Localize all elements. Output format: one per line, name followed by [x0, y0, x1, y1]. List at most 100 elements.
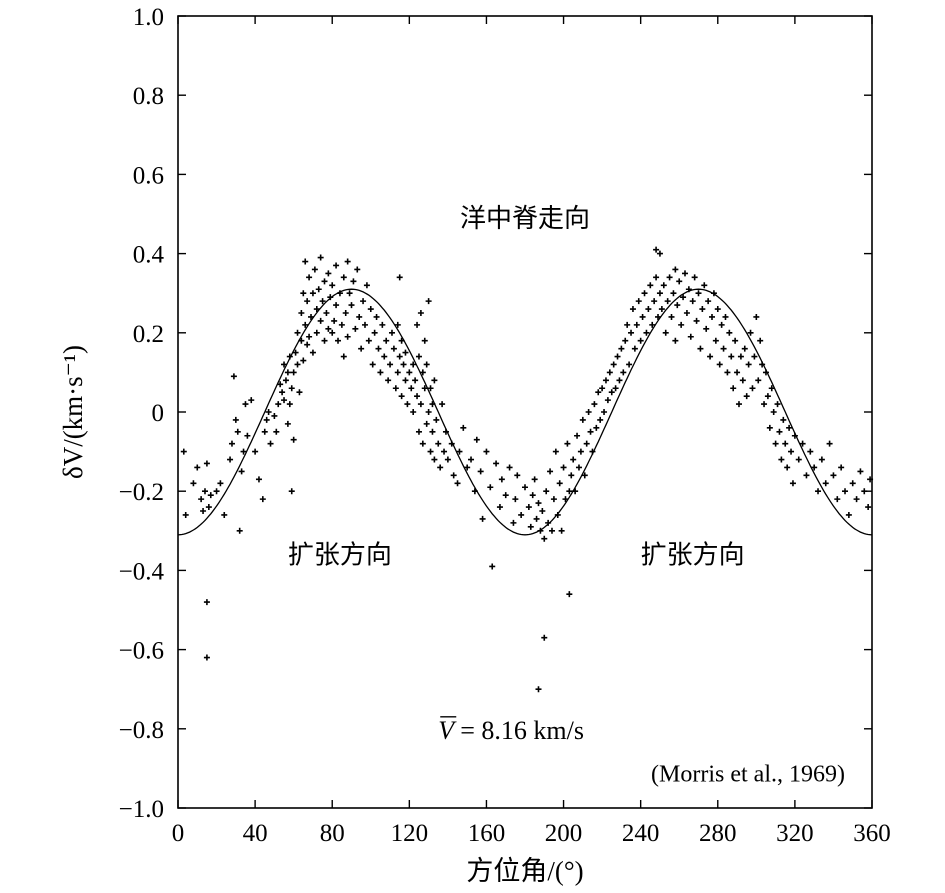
data-point [766, 424, 773, 431]
data-point [558, 527, 565, 534]
data-point [849, 480, 856, 487]
data-point [273, 428, 280, 435]
data-point [670, 290, 677, 297]
data-point [439, 401, 446, 408]
y-tick-label: −1.0 [119, 796, 164, 823]
y-tick-label: −0.8 [119, 717, 164, 744]
data-point [514, 472, 521, 479]
data-point [612, 385, 619, 392]
data-point [468, 456, 475, 463]
data-point [768, 385, 775, 392]
data-point [653, 246, 660, 253]
data-point [477, 468, 484, 475]
data-point [309, 290, 316, 297]
data-point [410, 361, 417, 368]
data-point [591, 401, 598, 408]
x-tick-label: 280 [699, 820, 737, 847]
data-point [608, 389, 615, 396]
data-point [213, 488, 220, 495]
data-point [385, 377, 392, 384]
data-point [363, 282, 370, 289]
plot-frame [177, 15, 873, 809]
data-point [419, 440, 426, 447]
data-point [190, 480, 197, 487]
x-tick-label: 320 [776, 820, 814, 847]
data-point [633, 321, 640, 328]
data-point [672, 266, 679, 273]
data-point [639, 313, 646, 320]
data-point [415, 353, 422, 360]
data-point [533, 515, 540, 522]
y-tick-label: 0 [152, 400, 165, 427]
data-point [448, 440, 455, 447]
data-point [321, 337, 328, 344]
x-tick-label: 0 [172, 820, 185, 847]
data-point [300, 290, 307, 297]
data-point [442, 428, 449, 435]
data-point [321, 278, 328, 285]
data-point [535, 500, 542, 507]
data-point [527, 523, 534, 530]
data-point [597, 416, 604, 423]
data-point [311, 266, 318, 273]
data-point [724, 369, 731, 376]
data-point [360, 298, 367, 305]
data-point [510, 519, 517, 526]
data-point [641, 290, 648, 297]
data-points [180, 246, 874, 693]
data-point [429, 401, 436, 408]
data-point [776, 428, 783, 435]
data-point [838, 464, 845, 471]
x-tick-label: 240 [622, 820, 660, 847]
data-point [628, 329, 635, 336]
data-point [414, 393, 421, 400]
data-point [415, 428, 422, 435]
data-point [753, 313, 760, 320]
data-point [427, 448, 434, 455]
data-point [759, 361, 766, 368]
data-point [281, 361, 288, 368]
data-point [541, 535, 548, 542]
data-point [267, 440, 274, 447]
data-point [423, 420, 430, 427]
data-point [390, 345, 397, 352]
data-point [531, 476, 538, 483]
data-point [284, 369, 291, 376]
data-point [319, 298, 326, 305]
data-point [244, 432, 251, 439]
data-point [857, 468, 864, 475]
data-point [232, 416, 239, 423]
data-point [398, 393, 405, 400]
data-point [695, 290, 702, 297]
data-point [402, 349, 409, 356]
data-point [703, 325, 710, 332]
data-point [317, 317, 324, 324]
data-point [298, 310, 305, 316]
data-point [764, 393, 771, 400]
data-point [377, 369, 384, 376]
data-point [325, 325, 332, 332]
data-point [682, 270, 689, 277]
data-point [770, 409, 777, 415]
data-point [429, 428, 436, 435]
data-point [292, 349, 299, 356]
data-point [180, 448, 187, 455]
data-point [745, 361, 752, 368]
x-axis-label: 方位角/(°) [466, 856, 583, 886]
data-point [803, 472, 810, 479]
data-point [248, 397, 255, 404]
data-point [842, 488, 849, 495]
data-point [712, 337, 719, 344]
data-point [282, 377, 289, 384]
data-point [464, 464, 471, 471]
data-point [498, 476, 505, 483]
data-point [645, 306, 652, 313]
data-point [431, 377, 438, 384]
data-point [705, 298, 712, 305]
data-point [201, 488, 208, 495]
data-point [674, 302, 681, 309]
data-point [375, 345, 382, 352]
data-point [456, 448, 463, 455]
data-point [279, 389, 286, 396]
data-point [487, 484, 494, 491]
